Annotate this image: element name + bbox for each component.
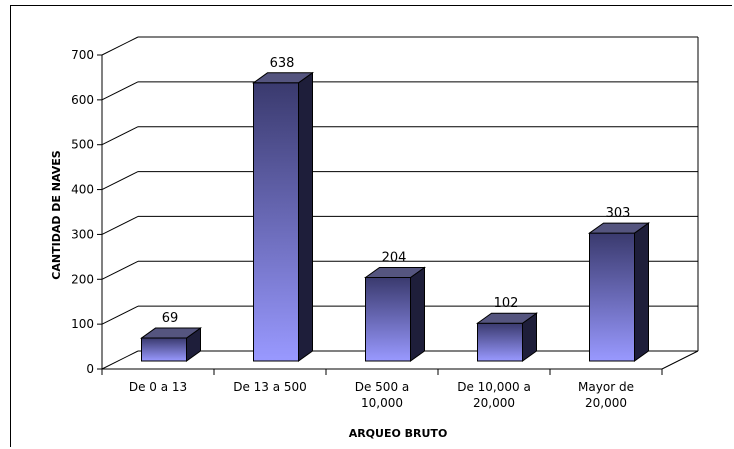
data-label: 204 bbox=[382, 250, 407, 265]
x-tick-label: 20,000 bbox=[585, 396, 627, 410]
chart-frame bbox=[10, 5, 732, 447]
x-tick-label: De 500 a bbox=[355, 380, 410, 394]
y-axis-title: CANTIDAD DE NAVES bbox=[50, 150, 63, 279]
y-tick-label: 300 bbox=[71, 227, 94, 241]
bar-top bbox=[251, 72, 315, 84]
floor-left-edge bbox=[101, 350, 139, 370]
gridline-diagonal bbox=[101, 126, 139, 146]
y-tick-label: 400 bbox=[71, 183, 94, 197]
gridline-diagonal bbox=[101, 171, 139, 191]
data-label: 102 bbox=[494, 296, 519, 311]
x-tick-label: De 10,000 a bbox=[457, 380, 531, 394]
gridline-diagonal bbox=[101, 81, 139, 101]
x-tick-label: De 13 a 500 bbox=[233, 380, 307, 394]
bar-top bbox=[139, 327, 203, 339]
labels: 0 100 200 300 400 500 600 700 69 De 0 a 13 638 De 1… bbox=[71, 48, 634, 410]
bar-front bbox=[477, 322, 523, 362]
y-tick-label: 100 bbox=[71, 317, 94, 331]
y-tick-label: 500 bbox=[71, 138, 94, 152]
bar-side bbox=[410, 266, 425, 362]
bar-top bbox=[363, 266, 427, 278]
bar bbox=[587, 222, 651, 362]
bar-side bbox=[634, 222, 649, 362]
bar-front bbox=[253, 82, 299, 362]
x-axis-title: ARQUEO BRUTO bbox=[349, 427, 448, 440]
bar bbox=[251, 71, 315, 362]
gridline-diagonal bbox=[101, 260, 139, 280]
gridline-diagonal bbox=[101, 215, 139, 235]
y-tick-label: 600 bbox=[71, 93, 94, 107]
bar-top bbox=[587, 222, 651, 234]
data-label: 69 bbox=[162, 311, 179, 326]
bar-front bbox=[589, 232, 635, 362]
data-label: 638 bbox=[270, 56, 295, 71]
bar bbox=[363, 266, 427, 362]
data-label: 303 bbox=[606, 206, 631, 221]
x-tick-label: Mayor de bbox=[578, 380, 634, 394]
x-tick-label: 10,000 bbox=[361, 396, 403, 410]
bar bbox=[139, 327, 203, 362]
x-tick-label: De 0 a 13 bbox=[129, 380, 187, 394]
y-tick-label: 700 bbox=[71, 48, 94, 62]
axes bbox=[97, 37, 699, 375]
gridline-diagonal bbox=[101, 36, 139, 56]
bar-front bbox=[365, 276, 411, 362]
y-tick-label: 0 bbox=[86, 362, 94, 376]
bar bbox=[475, 312, 539, 362]
bar-side bbox=[298, 71, 313, 362]
y-tick-label: 200 bbox=[71, 272, 94, 286]
gridline-diagonal bbox=[101, 305, 139, 325]
x-tick-label: 20,000 bbox=[473, 396, 515, 410]
floor-right-edge bbox=[661, 350, 699, 370]
bars bbox=[139, 71, 651, 362]
bar-top bbox=[475, 312, 539, 324]
bar-front bbox=[141, 337, 187, 362]
